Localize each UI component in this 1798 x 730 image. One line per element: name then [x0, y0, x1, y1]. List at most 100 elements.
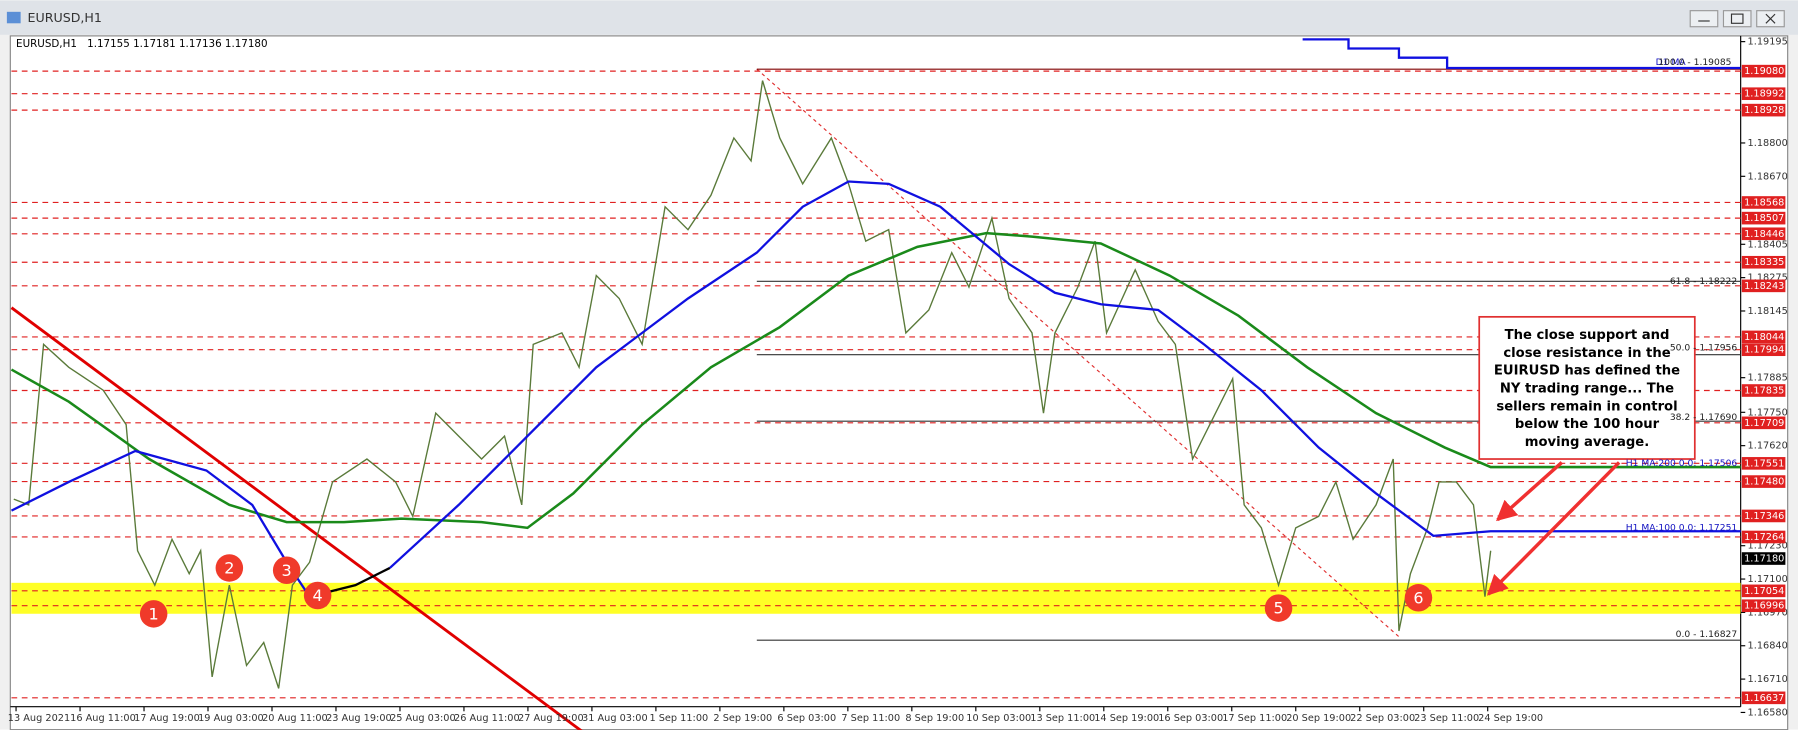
date-label: 19 Aug 03:00 — [198, 713, 264, 724]
callout-box — [1478, 315, 1696, 460]
level-tag — [1741, 584, 1786, 598]
line-label: H1 MA:100 0.0: 1.17251 — [1626, 522, 1738, 533]
price-axis-label: 1.16710 — [1748, 674, 1788, 685]
level-tag — [1741, 509, 1786, 523]
price-axis-label: 1.17750 — [1748, 407, 1788, 418]
marker-number: 6 — [1413, 588, 1423, 607]
level-label: 1.18243 — [1744, 281, 1784, 292]
level-label: 1.16637 — [1744, 693, 1784, 704]
line-label: H1 MA:200 0.0: 1.17506 — [1626, 458, 1738, 469]
callout-text: sellers remain in control — [1496, 399, 1677, 414]
level-label: 1.17264 — [1744, 532, 1784, 543]
level-label: 1.16996 — [1744, 601, 1784, 612]
price-axis-label: 1.16580 — [1748, 707, 1788, 718]
minimize-button[interactable] — [1689, 10, 1719, 28]
marker-circle — [1264, 594, 1293, 622]
level-tag — [1741, 384, 1786, 397]
price-axis-label: 1.17230 — [1748, 541, 1788, 552]
level-label: 1.17480 — [1744, 477, 1784, 488]
level-tag — [1741, 211, 1786, 225]
maximize-button[interactable] — [1722, 10, 1752, 28]
date-label: 8 Sep 19:00 — [905, 713, 964, 724]
maximize-icon — [1730, 13, 1744, 24]
arrow — [1486, 461, 1621, 596]
level-tag — [1741, 343, 1786, 357]
date-label: 16 Aug 11:00 — [70, 713, 136, 724]
date-label: 25 Aug 03:00 — [390, 713, 456, 724]
marker-circle — [303, 581, 332, 610]
level-tag — [1741, 255, 1786, 269]
level-label: 1.17709 — [1744, 418, 1784, 429]
line-label: 61.8 - 1.18222 — [1670, 276, 1737, 287]
date-label: 17 Aug 19:00 — [134, 713, 200, 724]
level-tag — [1741, 64, 1786, 78]
price-axis-label: 1.18275 — [1748, 273, 1788, 284]
price-axis-label: 1.18800 — [1748, 138, 1788, 149]
date-label: 13 Sep 11:00 — [1030, 713, 1095, 724]
level-label: 1.19080 — [1744, 66, 1784, 77]
marker-number: 1 — [149, 604, 159, 623]
window-title: EURUSD,H1 — [28, 10, 102, 25]
line-label: 50.0 - 1.17956 — [1670, 342, 1738, 353]
close-icon — [1765, 13, 1776, 24]
ma-200-line — [10, 231, 1741, 530]
price-axis-label: 1.18405 — [1748, 239, 1788, 250]
level-tag — [1741, 475, 1786, 488]
price-axis-label: 1.17100 — [1748, 574, 1788, 585]
fib-diagonal — [756, 68, 1400, 638]
price-axis-label: 1.16970 — [1748, 607, 1788, 618]
level-label: 1.18335 — [1744, 257, 1784, 268]
symbol-label: EURUSD,H1 — [16, 38, 77, 50]
date-label: 26 Aug 11:00 — [454, 713, 520, 724]
callout-text: The close support and — [1505, 328, 1670, 343]
callout: The close support and close resistance in… — [1478, 315, 1696, 596]
date-label: 13 Aug 2021 — [8, 713, 70, 724]
date-label: 22 Sep 03:00 — [1350, 713, 1415, 724]
date-label: 7 Sep 11:00 — [841, 713, 900, 724]
marker-circle — [272, 556, 301, 585]
ohlc-values: 1.17155 1.17181 1.17136 1.17180 — [87, 38, 267, 50]
level-lines — [11, 70, 1741, 699]
marker-number: 5 — [1273, 599, 1283, 618]
d1-ma-line — [1302, 38, 1741, 70]
level-tag — [1741, 87, 1786, 101]
level-tag — [1741, 691, 1786, 705]
date-label: 20 Sep 19:00 — [1286, 713, 1351, 724]
level-label: 1.17346 — [1744, 511, 1784, 522]
window-buttons — [1689, 10, 1785, 28]
level-label: 1.18446 — [1744, 229, 1784, 240]
level-tag — [1741, 330, 1786, 344]
line-label: 0.0 - 1.16827 — [1676, 629, 1738, 640]
date-label: 23 Sep 11:00 — [1414, 713, 1479, 724]
date-label: 27 Aug 19:00 — [518, 713, 584, 724]
line-label: D1 MA — [1656, 57, 1687, 68]
level-label: 1.17054 — [1744, 586, 1784, 597]
level-label: 1.18928 — [1744, 105, 1784, 116]
level-label: 1.17835 — [1744, 386, 1784, 397]
current-price: 1.17180 — [1744, 554, 1784, 565]
ma-100-line — [389, 180, 1741, 569]
date-label: 1 Sep 11:00 — [649, 713, 708, 724]
support-zone — [11, 582, 1741, 614]
date-label: 6 Sep 03:00 — [777, 713, 836, 724]
level-tag — [1741, 530, 1786, 544]
date-label: 10 Sep 03:00 — [966, 713, 1031, 724]
current-price-tag — [1741, 552, 1786, 565]
date-label: 31 Aug 03:00 — [582, 713, 648, 724]
level-tag — [1741, 103, 1786, 117]
level-label: 1.18992 — [1744, 89, 1784, 100]
marker-circle — [139, 600, 168, 628]
level-tag — [1741, 196, 1786, 209]
callout-text: moving average. — [1525, 435, 1649, 450]
price-axis-label: 1.19195 — [1748, 37, 1788, 48]
marker-number: 3 — [282, 561, 292, 580]
level-tag — [1741, 416, 1786, 430]
level-tag — [1741, 227, 1786, 241]
level-tag — [1741, 599, 1786, 613]
callout-text: below the 100 hour — [1515, 417, 1660, 432]
level-tag — [1741, 457, 1786, 470]
callout-text: close resistance in the — [1503, 346, 1670, 361]
price-axis-label: 1.17620 — [1748, 441, 1788, 452]
